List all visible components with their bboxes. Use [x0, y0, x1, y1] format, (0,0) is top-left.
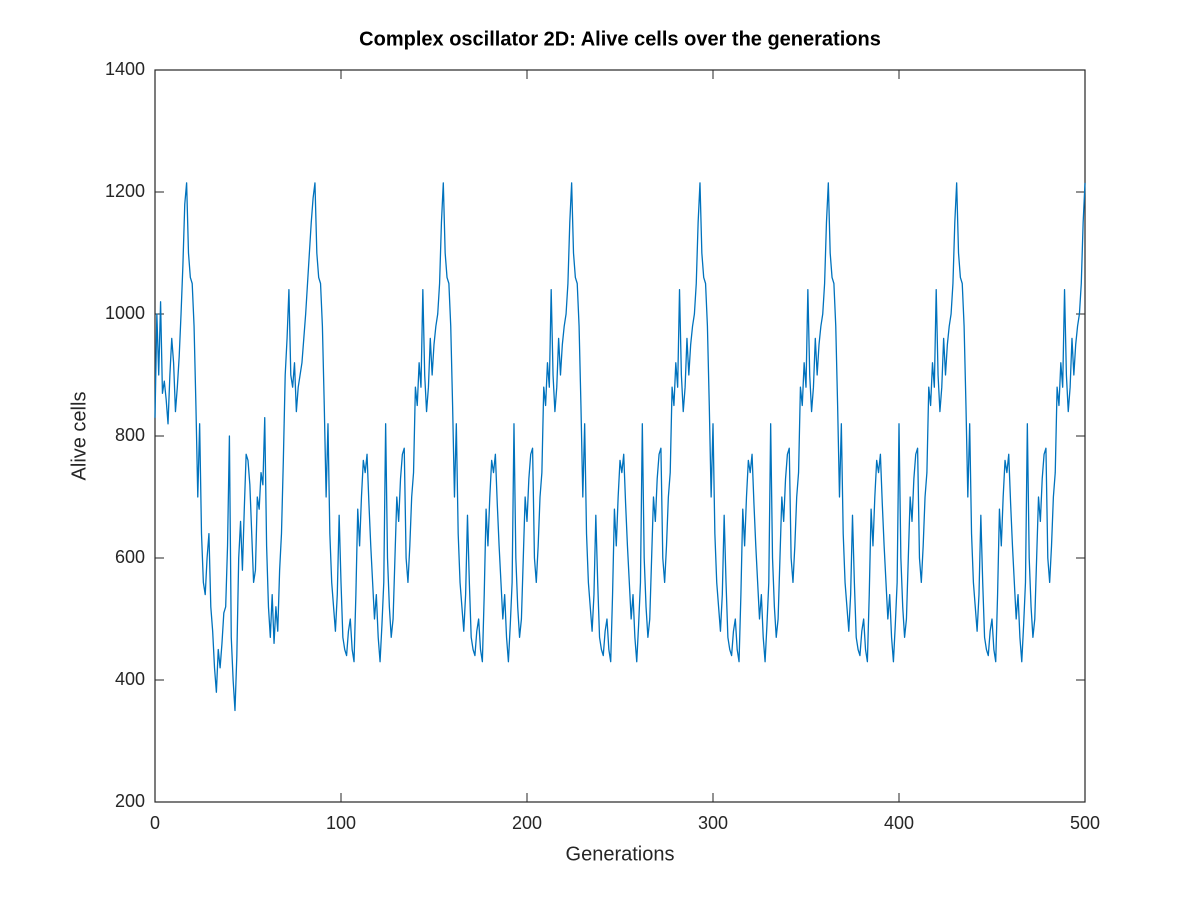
x-tick-label: 500	[1070, 813, 1100, 833]
chart-title: Complex oscillator 2D: Alive cells over …	[359, 28, 881, 50]
x-tick-label: 0	[150, 813, 160, 833]
y-tick-label: 800	[115, 425, 145, 445]
x-tick-label: 300	[698, 813, 728, 833]
x-tick-label: 400	[884, 813, 914, 833]
x-tick-label: 100	[326, 813, 356, 833]
data-line	[154, 182, 1086, 712]
y-tick-label: 1400	[105, 59, 145, 79]
y-tick-label: 1000	[105, 303, 145, 323]
x-axis-label: Generations	[566, 843, 675, 865]
x-tick-label: 200	[512, 813, 542, 833]
y-tick-label: 400	[115, 669, 145, 689]
y-axis-label: Alive cells	[68, 392, 90, 481]
plot-area	[154, 69, 1086, 803]
y-tick-label: 200	[115, 791, 145, 811]
y-tick-label: 600	[115, 547, 145, 567]
y-tick-label: 1200	[105, 181, 145, 201]
